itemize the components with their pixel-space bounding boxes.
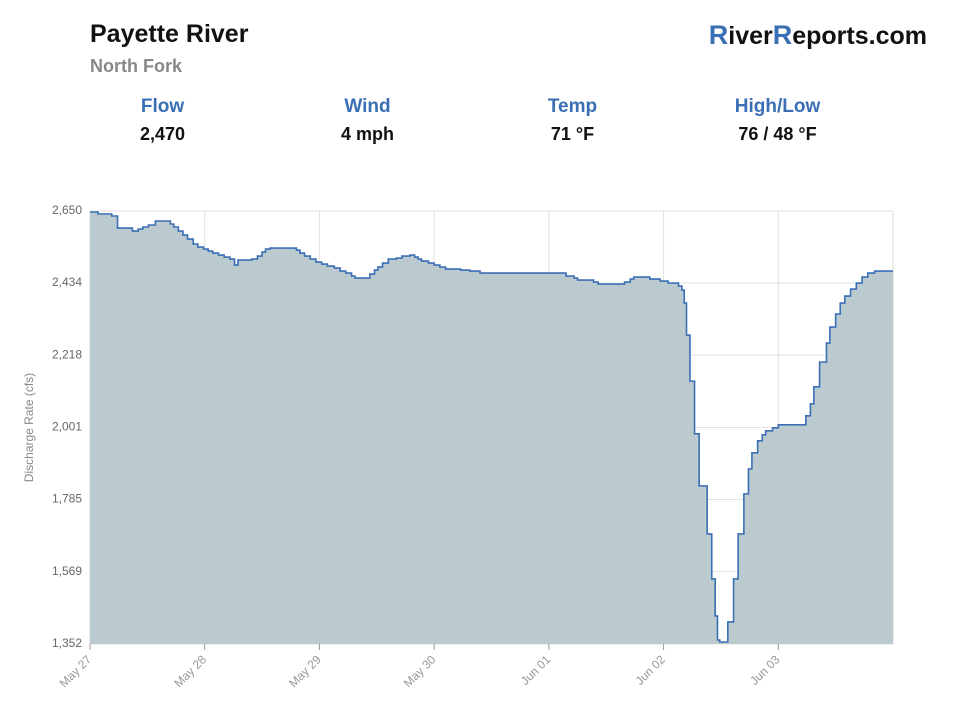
x-tick-label: May 27	[57, 652, 95, 690]
y-tick-label: 2,434	[52, 275, 82, 289]
brand-part: R	[772, 20, 793, 50]
stat: Flow 2,470	[60, 96, 265, 145]
brand[interactable]: RiverReports.com	[709, 20, 927, 51]
x-tick-label: Jun 03	[747, 652, 783, 688]
y-axis-label: Discharge Rate (cfs)	[22, 373, 36, 482]
x-tick-label: Jun 02	[633, 652, 669, 688]
stat-label: Temp	[547, 96, 598, 117]
area	[90, 212, 893, 644]
stat: Wind 4 mph	[265, 96, 470, 145]
stat: High/Low 76 / 48 °F	[675, 96, 880, 145]
river-title: Payette River	[90, 20, 249, 48]
stat-value: 71 °F	[550, 124, 595, 144]
stat-value: 4 mph	[340, 124, 394, 144]
line	[90, 211, 893, 643]
y-tick-label: 2,001	[52, 420, 82, 434]
brand-part: eports.com	[792, 22, 927, 50]
x-tick-label: May 29	[286, 652, 324, 690]
stat-value: 76 / 48 °F	[738, 124, 817, 144]
y-tick-label: 1,352	[52, 636, 82, 650]
y-tick-label: 2,218	[52, 347, 82, 361]
x-tick-label: May 28	[171, 652, 209, 690]
brand-part: iver	[728, 22, 773, 50]
stat-label: Flow	[140, 96, 185, 117]
stats: Flow 2,470 Wind 4 mph Temp 71 °F High/Low 76 / …	[60, 96, 880, 145]
y-tick-label: 1,569	[52, 564, 82, 578]
y-tick-label: 1,785	[52, 492, 82, 506]
x-tick-label: Jun 01	[518, 652, 554, 688]
stat-label: High/Low	[734, 96, 821, 117]
stat-value: 2,470	[139, 124, 186, 144]
stat-label: Wind	[344, 96, 391, 117]
y-tick-label: 2,650	[52, 203, 82, 217]
river-subtitle: North Fork	[90, 56, 182, 76]
stat: Temp 71 °F	[470, 96, 675, 145]
brand-part: R	[708, 20, 729, 50]
x-tick-label: May 30	[401, 652, 439, 690]
